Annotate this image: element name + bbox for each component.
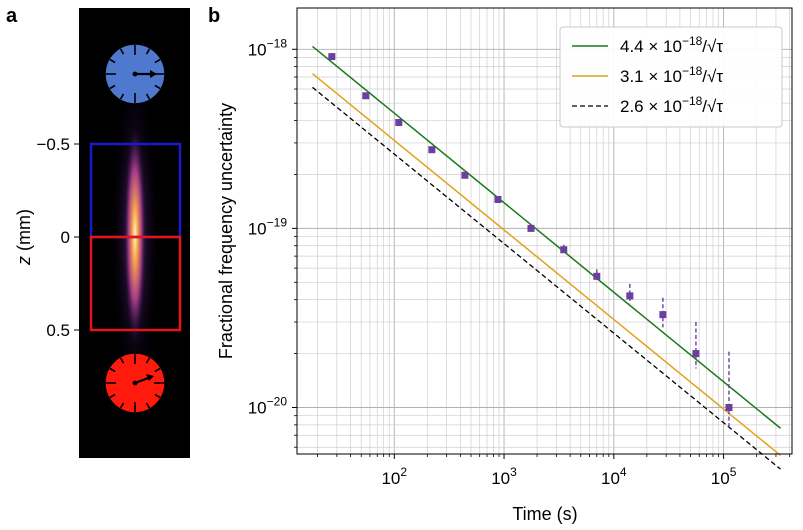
z-axis-ticks: −0.5 0 0.5 xyxy=(36,135,79,340)
clock-tick xyxy=(145,48,151,55)
data-point xyxy=(494,195,502,203)
fit-line-1 xyxy=(312,45,781,429)
panel-b-label: b xyxy=(208,5,220,27)
y-tick-label: 10−18 xyxy=(248,36,288,59)
lower-region-box xyxy=(89,235,182,332)
clock-tick xyxy=(154,58,161,64)
clock-tick xyxy=(109,58,116,64)
data-point xyxy=(395,119,403,127)
legend-label-3: 2.6 × 10−18/√τ xyxy=(620,94,723,116)
clock-tick xyxy=(119,357,125,364)
clock-tick xyxy=(145,357,151,364)
y-axis-ticks: 10−18 10−19 10−20 xyxy=(248,36,297,448)
clock-tick xyxy=(145,402,151,409)
z-tick-label: 0 xyxy=(61,228,70,247)
atom-cloud xyxy=(124,125,146,345)
x-tick-label: 103 xyxy=(491,465,517,488)
legend: 4.4 × 10−18/√τ 3.1 × 10−18/√τ 2.6 × 10−1… xyxy=(559,26,783,128)
data-point xyxy=(626,292,634,300)
z-axis-var: z xyxy=(14,256,34,266)
legend-entry-1: 4.4 × 10−18/√τ xyxy=(572,34,723,56)
legend-entry-2: 3.1 × 10−18/√τ xyxy=(572,64,723,86)
clock-icon-red xyxy=(104,352,166,414)
clock-tick xyxy=(154,367,161,373)
clock-tick xyxy=(154,84,161,90)
plot-frame xyxy=(296,7,793,455)
y-axis-title: Fractional frequency uncertainty xyxy=(216,103,236,359)
data-point xyxy=(428,146,436,154)
x-axis-ticks: 102 103 104 105 xyxy=(317,454,791,488)
panel-a: a −0.5 0 0.5 z (mm) xyxy=(6,5,190,458)
fit-line-3 xyxy=(312,86,781,470)
data-point xyxy=(593,272,601,280)
clock-tick xyxy=(145,93,151,100)
fit-lines xyxy=(312,45,781,470)
data-point xyxy=(692,350,700,358)
legend-entry-3: 2.6 × 10−18/√τ xyxy=(572,94,723,116)
data-points xyxy=(328,53,733,429)
z-tick-label: −0.5 xyxy=(36,135,70,154)
clock-tick xyxy=(119,93,125,100)
z-axis-unit: (mm) xyxy=(14,209,34,256)
x-tick-label: 105 xyxy=(711,465,737,488)
data-point xyxy=(560,246,568,254)
clock-tick xyxy=(109,84,116,90)
data-point xyxy=(461,171,469,179)
clock-tick xyxy=(119,48,125,55)
clock-icon-blue xyxy=(104,43,166,105)
y-tick-label: 10−20 xyxy=(248,394,288,417)
data-point xyxy=(725,403,733,411)
clock-tick xyxy=(109,393,116,399)
x-tick-label: 104 xyxy=(601,465,627,488)
fit-line-2 xyxy=(312,73,781,457)
data-point xyxy=(328,53,336,61)
clock-tick xyxy=(109,367,116,373)
legend-box xyxy=(559,26,783,128)
data-point xyxy=(527,224,535,232)
x-tick-label: 102 xyxy=(381,465,407,488)
z-axis-title: z (mm) xyxy=(14,209,34,266)
panel-a-label: a xyxy=(6,5,18,27)
clock-tick xyxy=(119,402,125,409)
legend-label-2: 3.1 × 10−18/√τ xyxy=(620,64,723,86)
x-axis-title: Time (s) xyxy=(512,504,577,524)
y-tick-label: 10−19 xyxy=(248,215,288,238)
data-point xyxy=(659,311,667,319)
clock-tick xyxy=(154,393,161,399)
legend-label-1: 4.4 × 10−18/√τ xyxy=(620,34,723,56)
data-point xyxy=(362,92,370,100)
z-tick-label: 0.5 xyxy=(46,321,70,340)
